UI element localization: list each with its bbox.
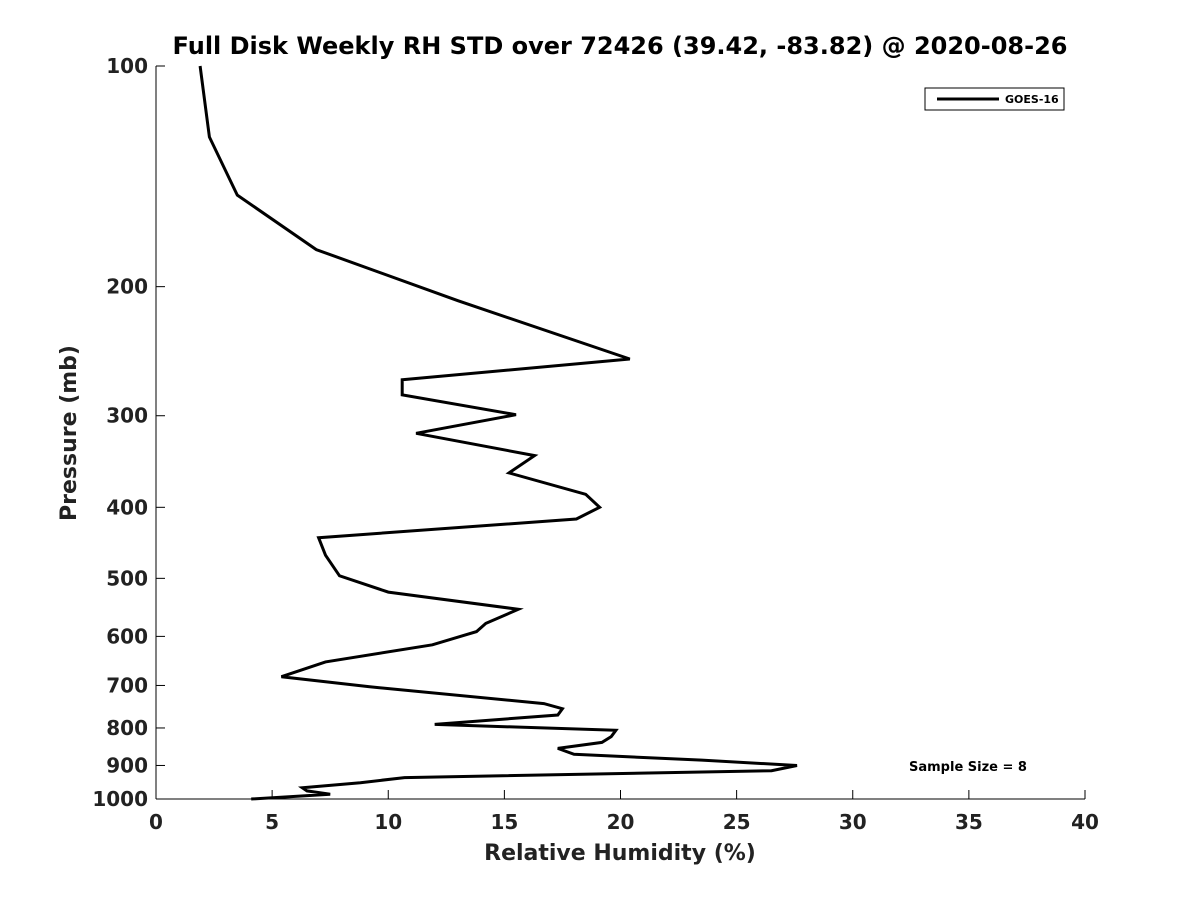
chart-title: Full Disk Weekly RH STD over 72426 (39.4… — [173, 32, 1068, 60]
x-tick-label: 20 — [607, 810, 635, 834]
y-axis-label: Pressure (mb) — [57, 345, 82, 521]
x-tick-label: 10 — [374, 810, 402, 834]
x-tick-label: 5 — [265, 810, 279, 834]
sample-size-annotation: Sample Size = 8 — [909, 760, 1027, 775]
y-tick-label: 700 — [106, 673, 148, 697]
x-axis-label: Relative Humidity (%) — [484, 841, 756, 866]
y-tick-label: 1000 — [92, 787, 148, 811]
legend: GOES-16 — [924, 87, 1065, 111]
y-tick-label: 200 — [106, 275, 148, 299]
x-tick-label: 40 — [1071, 810, 1099, 834]
legend-label-goes-16: GOES-16 — [1005, 93, 1059, 106]
y-tick-label: 400 — [106, 495, 148, 519]
y-tick-label: 500 — [106, 566, 148, 590]
series-line-goes-16 — [198, 65, 798, 801]
x-tick-label: 0 — [149, 810, 163, 834]
x-tick-label: 15 — [490, 810, 518, 834]
x-tick-label: 35 — [955, 810, 983, 834]
y-tick-label: 300 — [106, 404, 148, 428]
y-tick-label: 100 — [106, 54, 148, 78]
y-tick-label: 900 — [106, 753, 148, 777]
y-tick-label: 800 — [106, 716, 148, 740]
plot-area: 0 5 10 15 20 25 30 35 40 100 200 300 400 500 600 700 800… — [92, 54, 1099, 834]
x-tick-label: 30 — [839, 810, 867, 834]
y-tick-label: 600 — [106, 624, 148, 648]
x-tick-label: 25 — [723, 810, 751, 834]
